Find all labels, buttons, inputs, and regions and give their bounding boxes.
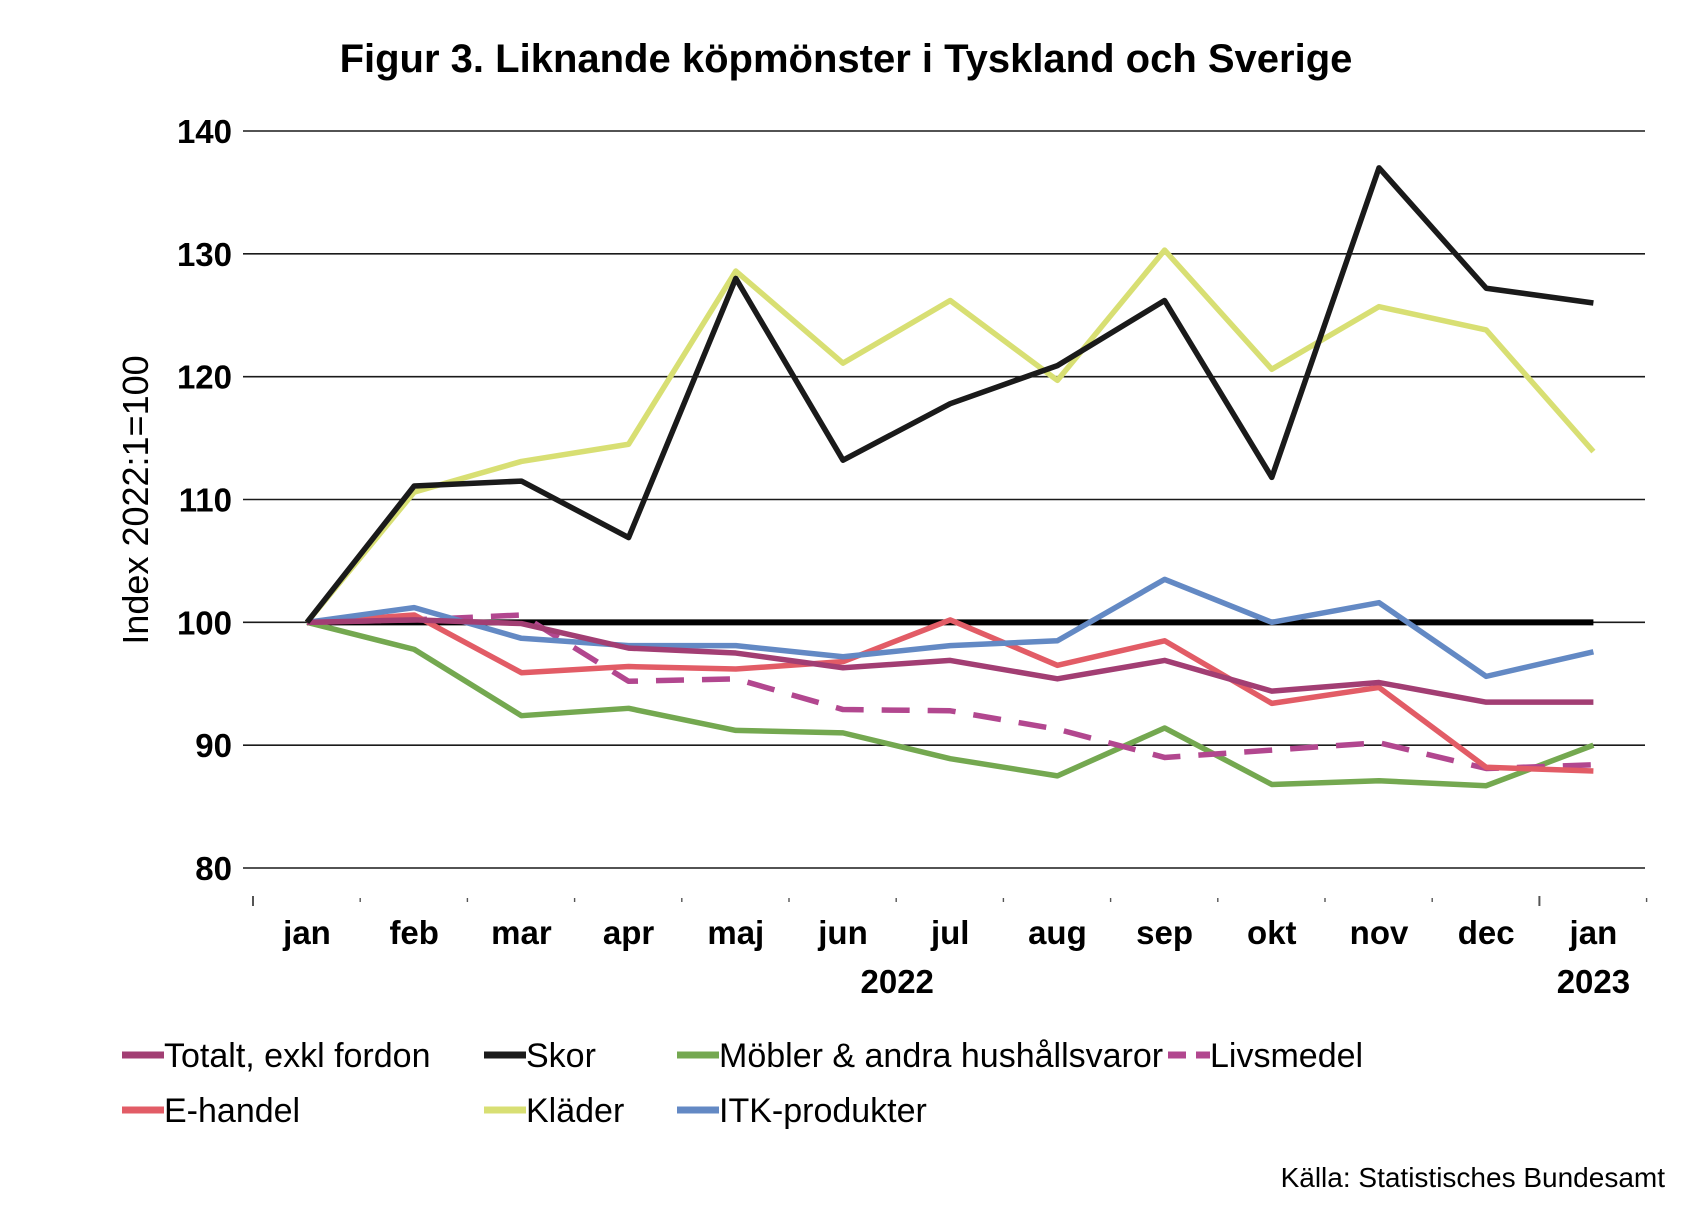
y-tick-label: 80 (195, 850, 232, 887)
x-tick-label: mar (491, 914, 552, 951)
x-year-label: 2023 (1557, 963, 1630, 1000)
chart-title: Figur 3. Liknande köpmönster i Tyskland … (340, 37, 1353, 81)
series-line-3 (306, 619, 1595, 789)
series-line-1 (306, 617, 1594, 705)
x-axis (252, 896, 1648, 906)
legend-item: Möbler & andra hushållsvaror (677, 1037, 1163, 1075)
legend-label: Möbler & andra hushållsvaror (719, 1037, 1163, 1075)
legend-item: Skor (484, 1037, 596, 1075)
legend: Totalt, exkl fordon Skor Möbler & andra hu… (122, 1037, 1363, 1130)
x-tick-label: aug (1028, 914, 1087, 951)
y-tick-label: 140 (177, 113, 232, 150)
y-tick-labels: 80 90 100 110 120 130 140 (177, 113, 232, 887)
legend-label: E-handel (164, 1092, 300, 1130)
x-tick-label: dec (1458, 914, 1515, 951)
legend-item: E-handel (122, 1092, 300, 1130)
series-line-6 (304, 247, 1596, 625)
legend-item: ITK-produkter (677, 1092, 927, 1130)
x-tick-label: sep (1136, 914, 1193, 951)
legend-item: Livsmedel (1168, 1037, 1363, 1075)
legend-label: Kläder (526, 1092, 624, 1130)
y-tick-label: 110 (179, 482, 232, 519)
series-line-5 (306, 612, 1594, 774)
legend-item: Kläder (484, 1092, 624, 1130)
x-tick-label: jun (817, 914, 867, 951)
series-line-4 (306, 612, 1594, 772)
legend-label: ITK-produkter (719, 1092, 927, 1130)
x-tick-label: feb (389, 914, 439, 951)
legend-item: Totalt, exkl fordon (122, 1037, 430, 1075)
x-tick-labels: jan feb mar apr maj jun jul aug sep okt nov dec jan 2… (282, 914, 1630, 1000)
x-year-label: 2022 (860, 963, 933, 1000)
x-tick-label: nov (1350, 914, 1409, 951)
x-tick-label: okt (1247, 914, 1297, 951)
y-tick-label: 90 (195, 727, 232, 764)
x-tick-label: jan (282, 914, 331, 951)
x-tick-label: apr (603, 914, 655, 951)
x-tick-label: maj (707, 914, 764, 951)
y-tick-label: 130 (177, 236, 232, 273)
x-tick-label: jul (930, 914, 970, 951)
legend-label: Livsmedel (1210, 1037, 1363, 1075)
x-tick-label: jan (1569, 914, 1618, 951)
y-axis-label: Index 2022:1=100 (115, 355, 156, 644)
legend-label: Skor (526, 1037, 596, 1075)
series-line-2 (304, 165, 1594, 625)
source-note: Källa: Statistisches Bundesamt (1281, 1162, 1666, 1193)
series-line-7 (306, 576, 1595, 680)
legend-label: Totalt, exkl fordon (164, 1037, 430, 1075)
y-tick-label: 120 (177, 359, 232, 396)
series-lines (304, 165, 1596, 789)
y-tick-label: 100 (177, 604, 232, 641)
